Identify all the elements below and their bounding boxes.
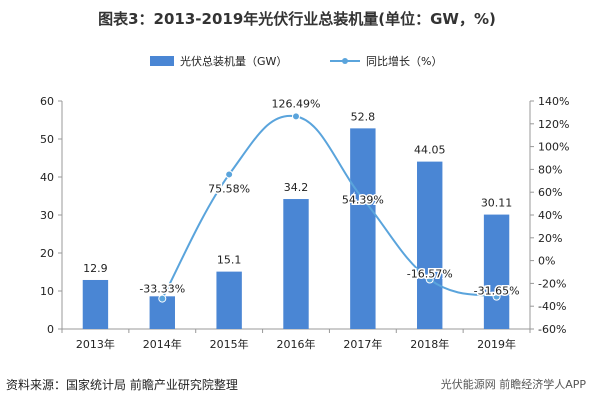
growth-point bbox=[292, 112, 300, 121]
legend-line-marker bbox=[342, 58, 348, 64]
watermark-label: 光伏能源网 前瞻经济学人APP bbox=[440, 378, 586, 391]
right-tick-label: -40% bbox=[538, 300, 566, 313]
growth-value-label: 126.49% bbox=[272, 97, 321, 110]
left-tick-label: 60 bbox=[40, 95, 54, 108]
bar bbox=[417, 161, 443, 329]
bar-value-label: 34.2 bbox=[284, 181, 309, 194]
x-tick-label: 2016年 bbox=[277, 337, 316, 351]
bar-value-label: 44.05 bbox=[414, 144, 446, 157]
left-tick-label: 0 bbox=[47, 323, 54, 336]
chart-title: 图表3：2013-2019年光伏行业总装机量(单位：GW，%) bbox=[98, 10, 496, 28]
growth-value-label: 75.58% bbox=[208, 182, 250, 195]
growth-value-label: -31.65% bbox=[474, 285, 520, 298]
x-tick-label: 2014年 bbox=[143, 337, 182, 351]
bar bbox=[283, 199, 309, 329]
growth-point bbox=[225, 170, 234, 179]
right-tick-label: 80% bbox=[538, 163, 562, 176]
left-tick-label: 20 bbox=[40, 247, 54, 260]
bar bbox=[483, 214, 510, 329]
bar bbox=[82, 279, 109, 329]
x-tick-label: 2017年 bbox=[343, 337, 382, 351]
bar-value-label: 52.8 bbox=[351, 110, 376, 123]
growth-value-label: -16.57% bbox=[407, 267, 453, 280]
x-tick-label: 2013年 bbox=[76, 337, 115, 351]
bar-value-label: 12.9 bbox=[83, 262, 108, 275]
x-tick-label: 2015年 bbox=[210, 337, 249, 351]
x-tick-label: 2018年 bbox=[410, 337, 449, 351]
bar bbox=[350, 128, 376, 329]
source-note: 资料来源：国家统计局 前瞻产业研究院整理 bbox=[6, 378, 238, 392]
right-tick-label: 100% bbox=[538, 141, 569, 154]
legend-bar-label: 光伏总装机量（GW） bbox=[180, 54, 287, 68]
growth-point bbox=[492, 292, 501, 301]
growth-value-label: -33.33% bbox=[139, 283, 185, 296]
right-tick-label: 0% bbox=[538, 255, 555, 268]
left-tick-label: 30 bbox=[40, 209, 54, 222]
right-tick-label: 140% bbox=[538, 95, 569, 108]
growth-point bbox=[158, 294, 167, 303]
right-tick-label: -60% bbox=[538, 323, 566, 336]
bar bbox=[216, 271, 242, 329]
growth-point bbox=[358, 194, 367, 203]
right-tick-label: 20% bbox=[538, 232, 562, 245]
bar-value-label: 15.1 bbox=[217, 254, 242, 267]
growth-point bbox=[425, 275, 434, 284]
x-tick-label: 2019年 bbox=[477, 337, 516, 351]
right-tick-label: -20% bbox=[538, 277, 566, 290]
left-tick-label: 50 bbox=[40, 133, 54, 146]
legend-bar-swatch bbox=[150, 56, 174, 66]
right-tick-label: 40% bbox=[538, 209, 562, 222]
left-tick-label: 10 bbox=[40, 285, 54, 298]
legend-line-label: 同比增长（%） bbox=[366, 54, 442, 68]
right-tick-label: 60% bbox=[538, 186, 562, 199]
left-tick-label: 40 bbox=[40, 171, 54, 184]
right-tick-label: 120% bbox=[538, 118, 569, 131]
bar-value-label: 30.11 bbox=[481, 197, 513, 210]
growth-value-label: 54.39% bbox=[342, 194, 384, 207]
